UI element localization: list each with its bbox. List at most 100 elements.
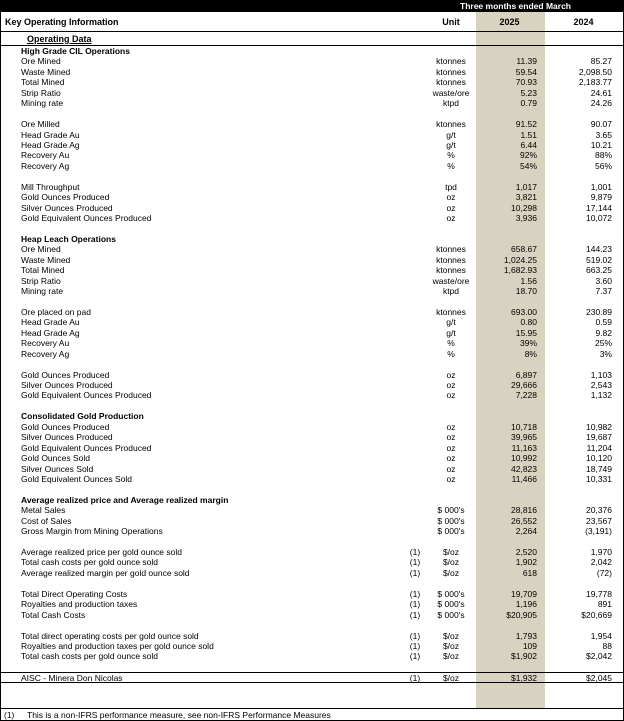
row-unit: % xyxy=(447,348,455,359)
row-unit: oz xyxy=(446,380,456,390)
row-unit: ktonnes xyxy=(436,56,466,67)
value-2024: 2,042 xyxy=(590,557,612,568)
row-label: High Grade CIL Operations xyxy=(21,46,130,56)
table-row: Total direct operating costs per gold ou… xyxy=(1,631,623,641)
row-footnote-marker xyxy=(403,276,427,286)
value-2025: 10,992 xyxy=(511,453,537,464)
value-2025: 3,821 xyxy=(515,192,537,203)
column-2025-highlight xyxy=(476,12,545,708)
row-footnote-marker xyxy=(403,46,427,56)
row-unit: oz xyxy=(446,432,456,443)
row-footnote-marker xyxy=(403,182,427,192)
unit-column-header: Unit xyxy=(442,16,460,27)
period-header-bar: Three months ended March xyxy=(1,1,623,12)
section-header-row: Average realized price and Average reali… xyxy=(1,495,623,505)
row-unit: g/t xyxy=(446,327,456,338)
row-footnote-marker xyxy=(403,234,427,244)
value-2024 xyxy=(544,495,623,505)
row-footnote-marker: (1) xyxy=(409,599,421,610)
table-row: Head Grade Au g/t 1.51 3.65 xyxy=(1,130,623,140)
row-label: Ore Mined xyxy=(21,244,61,255)
value-2025: 91.52 xyxy=(515,119,537,130)
table-row: Head Grade Ag g/t 15.95 9.82 xyxy=(1,328,623,338)
row-footnote-marker xyxy=(403,526,427,536)
table-row: Head Grade Au g/t 0.80 0.59 xyxy=(1,317,623,327)
table-row: Silver Ounces Produced oz 29,666 2,543 xyxy=(1,380,623,390)
row-label: Ore Milled xyxy=(21,119,60,130)
value-2024: 1,954 xyxy=(590,630,612,641)
value-2024: 90.07 xyxy=(590,119,612,130)
value-2024: 1,103 xyxy=(590,369,612,380)
row-unit xyxy=(427,495,475,505)
value-2024: 11,204 xyxy=(586,442,612,453)
row-label: Total Direct Operating Costs xyxy=(21,588,128,599)
value-2025: 1.56 xyxy=(520,275,537,286)
section-header-row: High Grade CIL Operations xyxy=(1,46,623,56)
value-2024: 663.25 xyxy=(586,265,612,276)
value-2024: 17,144 xyxy=(586,202,612,213)
row-footnote-marker xyxy=(403,474,427,484)
row-unit: $/oz xyxy=(442,567,460,578)
value-2024: 56% xyxy=(594,160,612,171)
value-2024 xyxy=(544,411,623,421)
value-2025: 19,709 xyxy=(511,588,537,599)
table-row: Ore Mined ktonnes 658.67 144.23 xyxy=(1,244,623,254)
row-footnote-marker xyxy=(403,317,427,327)
value-2024: 9.82 xyxy=(595,327,612,338)
table-row: AISC - Minera Don Nicolas (1) $/oz $1,932 $2… xyxy=(1,672,623,683)
row-footnote-marker xyxy=(403,244,427,254)
value-2025: 10,298 xyxy=(511,202,537,213)
row-label: Total cash costs per gold ounce sold xyxy=(21,651,159,662)
table-row: Gold Ounces Produced oz 10,718 10,982 xyxy=(1,422,623,432)
row-unit: % xyxy=(447,338,455,349)
table-row: Cost of Sales $ 000's 26,552 23,567 xyxy=(1,516,623,526)
value-2024: 25% xyxy=(594,338,612,349)
row-label: Recovery Ag xyxy=(21,348,70,359)
row-footnote-marker xyxy=(403,349,427,359)
row-unit: oz xyxy=(446,453,456,464)
row-label: Heap Leach Operations xyxy=(21,233,116,244)
table-row: Silver Ounces Produced oz 39,965 19,687 xyxy=(1,432,623,442)
table-row: Head Grade Ag g/t 6.44 10.21 xyxy=(1,140,623,150)
value-2024: 519.02 xyxy=(586,254,612,265)
row-footnote-marker: (1) xyxy=(409,547,421,557)
value-2025: 39% xyxy=(519,338,537,349)
value-2025 xyxy=(475,495,544,505)
report-title: Key Operating Information xyxy=(5,16,119,27)
row-unit: oz xyxy=(446,442,456,453)
row-label: Metal Sales xyxy=(21,505,66,516)
value-2025: 0.80 xyxy=(520,317,537,328)
row-label: Average realized price per gold ounce so… xyxy=(21,547,182,557)
row-footnote-marker xyxy=(403,453,427,463)
row-footnote-marker xyxy=(403,286,427,296)
row-footnote-marker xyxy=(403,130,427,140)
value-2024 xyxy=(544,46,623,56)
value-2025: 39,965 xyxy=(511,432,537,443)
row-label: Recovery Au xyxy=(21,150,70,161)
row-footnote-marker xyxy=(403,119,427,129)
row-unit: tpd xyxy=(445,181,457,192)
table-row: Gold Equivalent Ounces Produced oz 7,228 1,… xyxy=(1,390,623,400)
spacer-row xyxy=(1,297,623,307)
row-footnote-marker: (1) xyxy=(409,673,421,682)
row-unit: $ 000's xyxy=(437,588,465,599)
row-footnote-marker xyxy=(403,390,427,400)
row-footnote-marker xyxy=(403,56,427,66)
value-2024: 9,879 xyxy=(590,192,612,203)
table-body: High Grade CIL Operations Ore Mined ktonne… xyxy=(1,46,623,683)
period-label: Three months ended March xyxy=(460,1,571,11)
value-2025 xyxy=(475,46,544,56)
table-row: Recovery Au% 92% 88% xyxy=(1,150,623,160)
table-row: Ore placed on pad ktonnes 693.00 230.89 xyxy=(1,307,623,317)
value-2024: 24.26 xyxy=(590,98,612,109)
table-row: Total Direct Operating Costs (1) $ 000's 19… xyxy=(1,589,623,599)
spacer-row xyxy=(1,359,623,369)
row-unit: ktonnes xyxy=(436,265,466,276)
row-unit: oz xyxy=(446,390,456,401)
table-row: Recovery Ag% 8% 3% xyxy=(1,349,623,359)
row-footnote-marker xyxy=(403,380,427,390)
table-row: Waste Mined ktonnes 59.54 2,098.50 xyxy=(1,67,623,77)
row-footnote-marker xyxy=(403,464,427,474)
value-2024: 24.61 xyxy=(590,87,612,98)
row-unit: oz xyxy=(446,369,456,380)
